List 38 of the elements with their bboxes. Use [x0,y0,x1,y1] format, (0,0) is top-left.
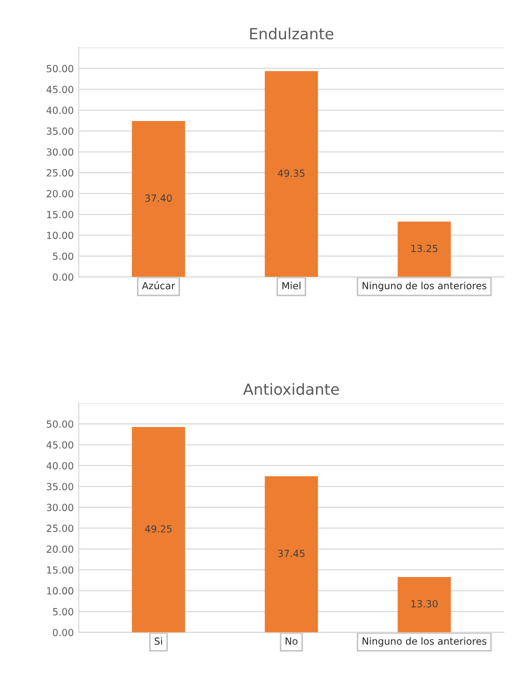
y-tick-label: 50.00 [46,420,74,428]
y-tick-label: 35.00 [46,482,74,490]
x-tick-label: Si [154,637,162,645]
y-tick-label: 40.00 [46,462,74,470]
x-tick-label: No [286,638,298,645]
y-tick-label: 30.00 [46,504,74,512]
x-tick-label: Ninguno de los anteriores [362,282,486,292]
data-label: 37.45 [278,550,304,558]
bar [264,476,318,632]
y-tick-label: 45.00 [46,86,74,94]
y-tick-label: 10.00 [47,232,74,240]
y-tick-label: 0.00 [52,628,74,636]
y-tick-label: 35.00 [46,127,74,135]
y-tick-label: 25.00 [46,524,74,532]
data-label: 13.30 [411,600,438,608]
data-label: 49.35 [278,170,304,177]
y-tick-label: 50.00 [46,64,74,72]
y-tick-label: 10.00 [47,587,74,595]
chart-title: Antioxidante [243,383,339,395]
data-label: 13.25 [411,244,438,252]
y-tick-label: 20.00 [46,545,74,553]
y-tick-label: 0.00 [52,273,74,281]
y-tick-label: 5.00 [52,608,74,616]
x-tick-label: Azúcar [142,281,176,290]
y-tick-label: 15.00 [47,210,74,218]
data-label: 49.25 [145,525,172,533]
y-tick-label: 5.00 [52,252,74,260]
x-tick-label: Ninguno de los anteriores [362,637,486,647]
y-tick-label: 30.00 [46,148,74,156]
x-tick-label: Miel [282,282,300,290]
y-tick-label: 25.00 [46,169,74,177]
chart-title: Endulzante [250,28,334,40]
y-tick-label: 20.00 [46,190,74,198]
y-tick-label: 45.00 [46,441,74,449]
y-tick-label: 40.00 [46,106,74,114]
bar [132,427,186,632]
data-label: 37.40 [145,194,172,202]
y-tick-label: 15.00 [47,566,74,574]
